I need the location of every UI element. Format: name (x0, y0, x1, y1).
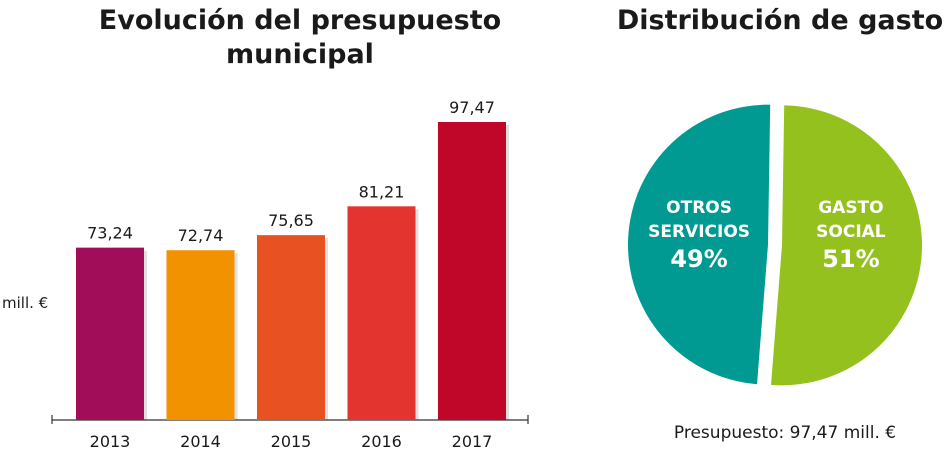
bar-value-label-2013: 73,24 (87, 224, 133, 243)
bar-2017 (438, 122, 506, 420)
bar-value-label-2014: 72,74 (178, 226, 224, 245)
bar-value-label-2016: 81,21 (359, 182, 405, 201)
x-tick-label-2013: 2013 (90, 432, 131, 451)
pie-slice-label-otros-servicios-line1: OTROS (666, 198, 732, 218)
x-tick-label-2017: 2017 (452, 432, 493, 451)
x-tick-label-2015: 2015 (271, 432, 312, 451)
pie-slice-label-gasto-social-line1: GASTO (818, 198, 883, 218)
pie-chart: GASTO SOCIAL 51% OTROS SERVICIOS 49% (628, 104, 922, 386)
bar-chart-y-axis-label: mill. € (2, 294, 49, 312)
pie-chart-footnote: Presupuesto: 97,47 mill. € (673, 423, 897, 443)
bar-value-label-2015: 75,65 (268, 211, 314, 230)
pie-chart-title: Distribución de gasto (616, 5, 944, 36)
pie-slice-pct-otros-servicios: 49% (670, 245, 727, 273)
bar-2013 (76, 247, 144, 420)
pie-slice-otros-servicios (628, 104, 771, 385)
bar-chart-title: Evolución del presupuesto municipal (98, 5, 502, 70)
pie-slice-pct-gasto-social: 51% (822, 245, 879, 273)
bar-value-label-2017: 97,47 (449, 98, 495, 117)
bar-2015 (257, 235, 325, 420)
x-tick-label-2014: 2014 (180, 432, 221, 451)
bar-chart: 73,24 2013 72,74 2014 75,65 2015 81,21 2016 97,4… (51, 98, 529, 451)
pie-slice-label-otros-servicios-line2: SERVICIOS (648, 222, 750, 242)
pie-slice-label-gasto-social-line2: SOCIAL (816, 222, 886, 242)
pie-slice-gasto-social (771, 105, 922, 386)
bar-2016 (347, 206, 416, 420)
bar-2014 (166, 250, 235, 420)
x-tick-label-2016: 2016 (361, 432, 402, 451)
